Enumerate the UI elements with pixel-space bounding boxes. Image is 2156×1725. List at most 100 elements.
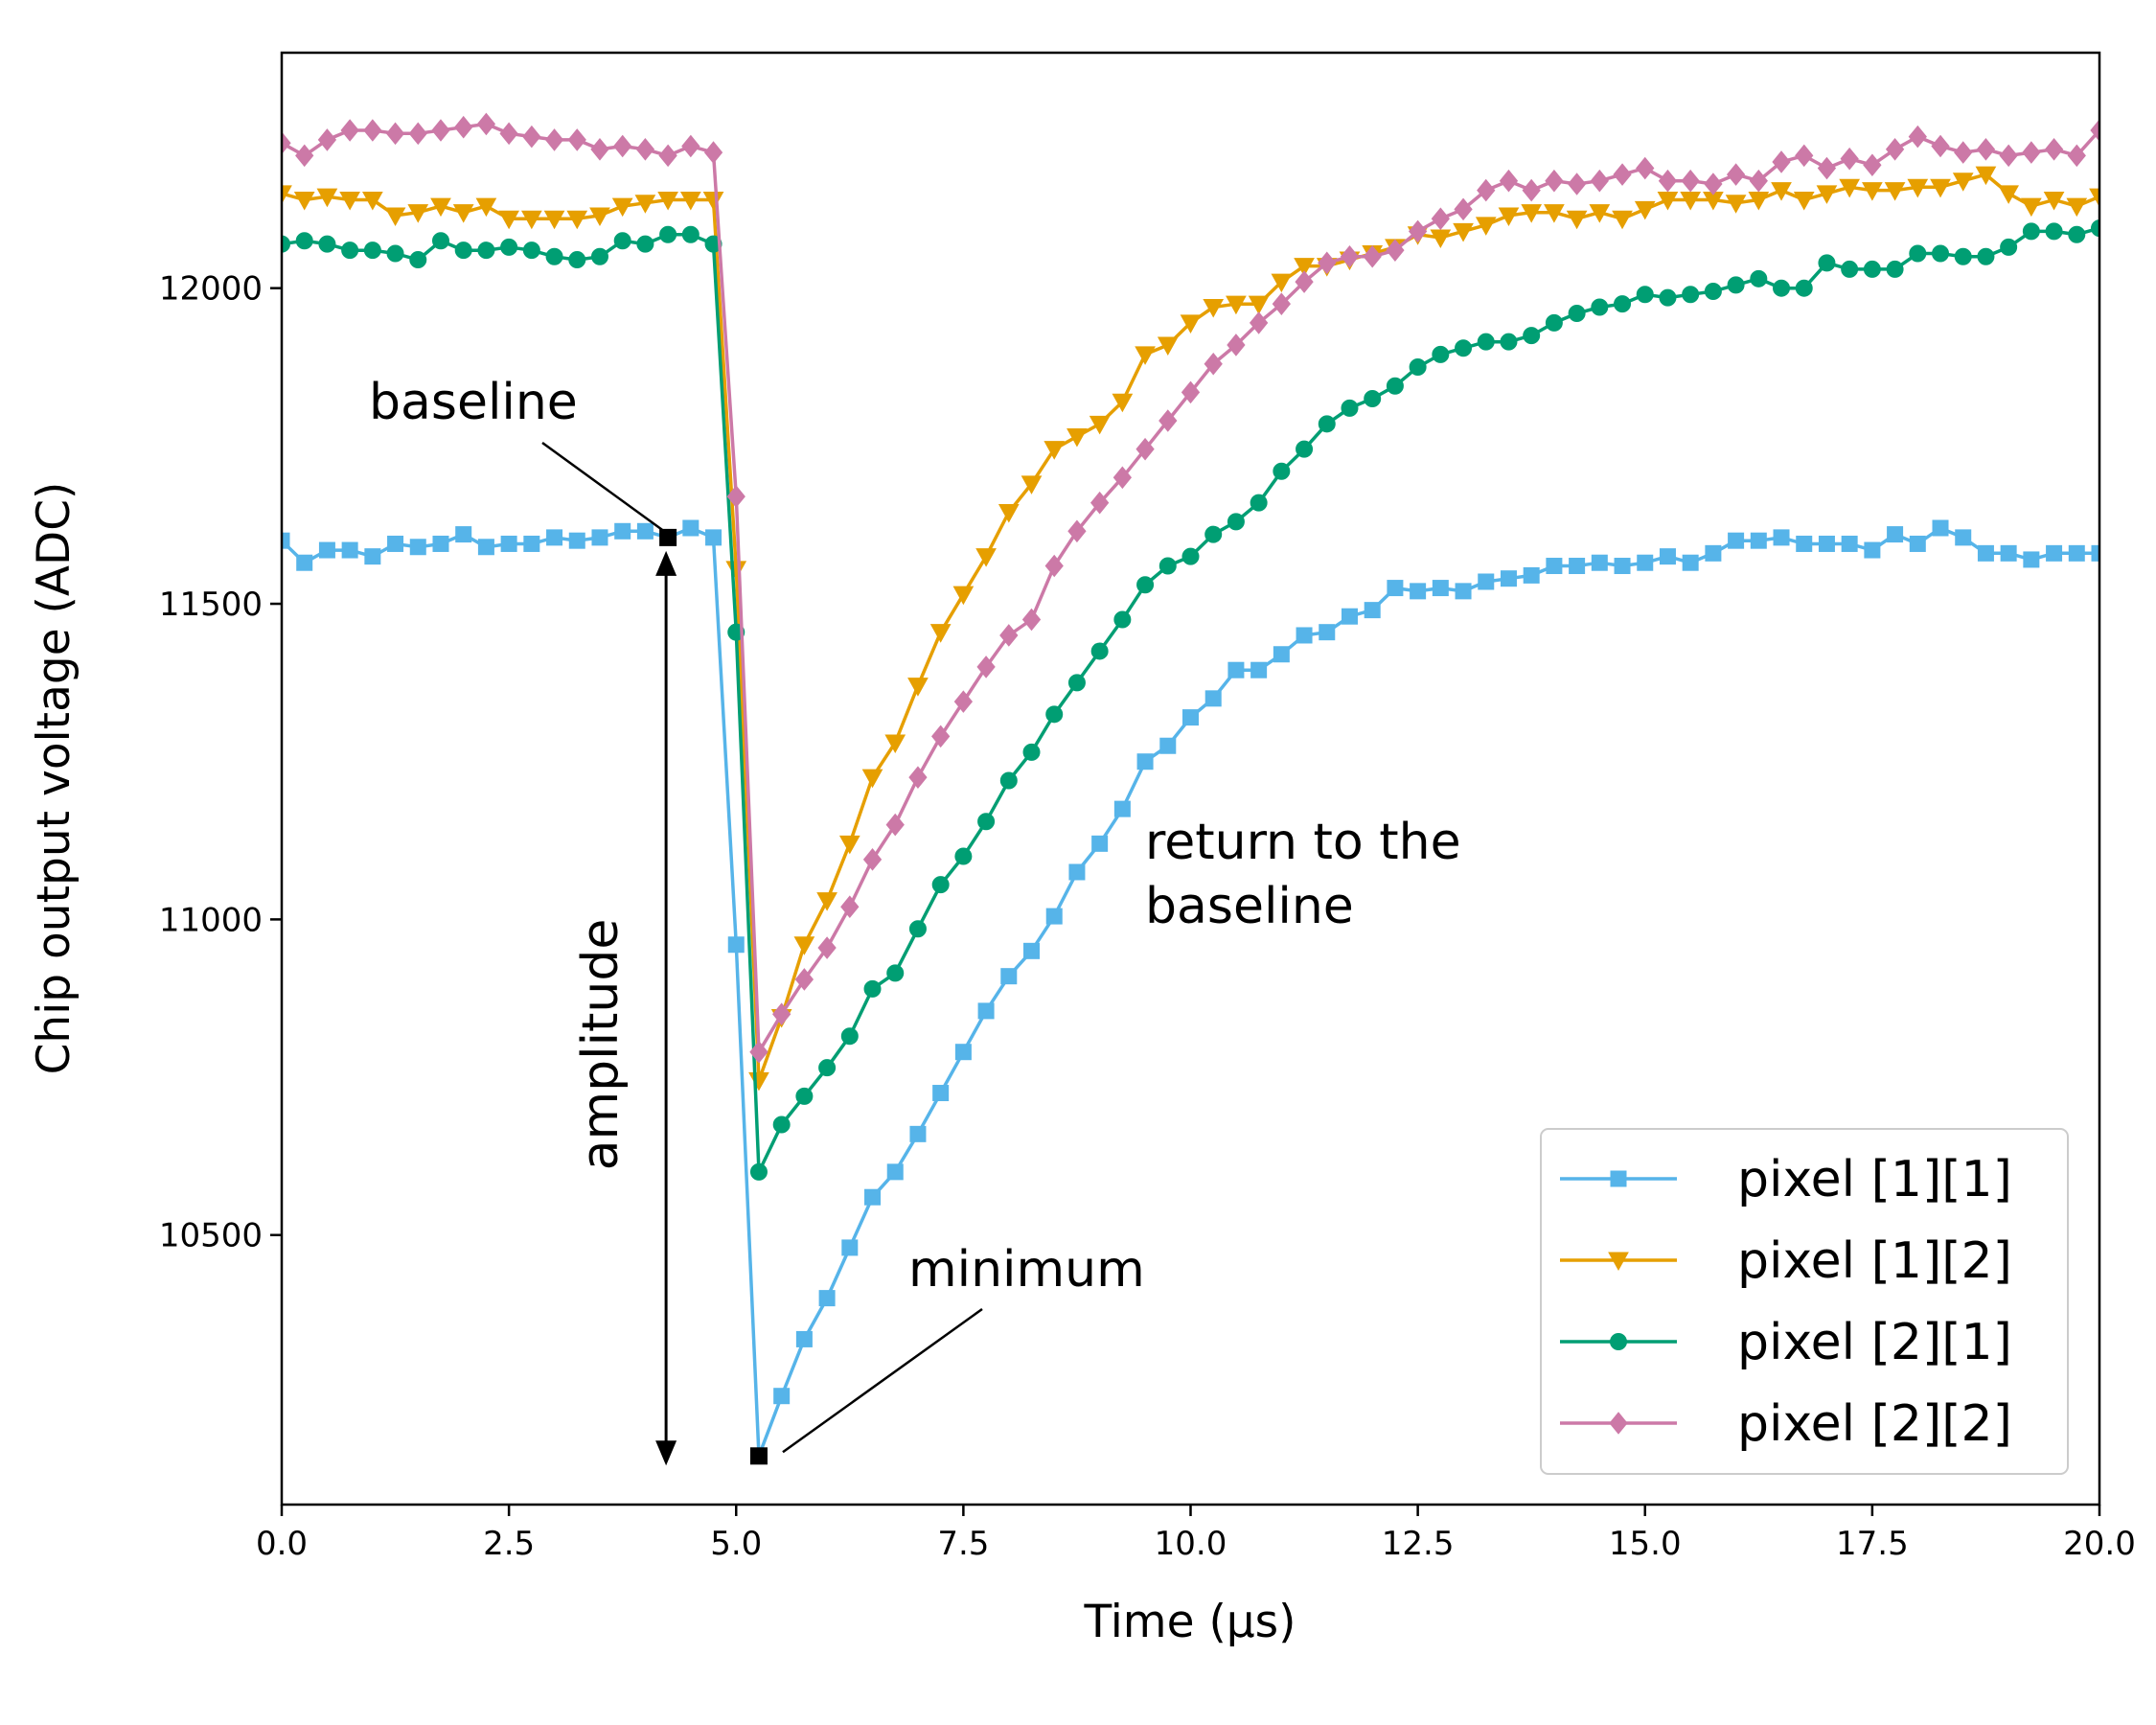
data-point [1227, 334, 1246, 356]
data-point [362, 191, 383, 211]
data-point [1136, 753, 1154, 770]
data-point [1112, 466, 1133, 490]
legend-swatch-marker [1610, 1333, 1627, 1350]
data-point [591, 529, 608, 546]
amplitude-arrowhead-down [655, 1440, 677, 1466]
data-point [1682, 554, 1699, 571]
data-point [1296, 627, 1313, 644]
data-point [885, 813, 905, 837]
data-point [703, 141, 723, 164]
data-point [1999, 144, 2018, 168]
data-point [1091, 835, 1109, 852]
data-point [475, 197, 497, 218]
series-2 [282, 166, 2099, 1092]
data-point [387, 535, 404, 552]
data-point [1567, 172, 1587, 196]
data-point [1318, 415, 1336, 433]
data-point [1976, 137, 1996, 161]
data-point [748, 1071, 769, 1092]
data-point [772, 1002, 791, 1025]
data-point [1795, 144, 1814, 168]
legend: pixel [1][1] pixel [1][2] pixel [2][1] p… [1540, 1128, 2069, 1475]
data-point [296, 554, 313, 571]
data-point [316, 188, 338, 208]
data-point [1886, 260, 1904, 278]
data-point [1771, 182, 1792, 201]
data-point [1455, 339, 1473, 357]
x-tick-label: 7.5 [937, 1525, 989, 1563]
data-point [409, 251, 427, 269]
legend-swatch-marker [1608, 1252, 1629, 1272]
data-point [1159, 737, 1177, 754]
data-point [1409, 358, 1427, 377]
data-point [454, 115, 473, 139]
data-point [1591, 298, 1609, 316]
data-point [1773, 529, 1790, 546]
data-point [884, 734, 906, 753]
data-point [500, 535, 517, 552]
data-point [1157, 336, 1179, 356]
legend-swatch-marker [1610, 1170, 1627, 1187]
data-point [1226, 295, 1247, 315]
annotations-layer [541, 441, 983, 1466]
data-point [1908, 125, 1927, 149]
data-point [522, 242, 540, 260]
data-point [840, 895, 860, 919]
data-point [679, 191, 701, 211]
data-point [772, 1116, 791, 1134]
data-point [773, 1388, 791, 1405]
data-point [1158, 557, 1177, 575]
data-point [1795, 279, 1813, 297]
data-point [725, 561, 747, 580]
data-point [794, 968, 814, 991]
data-point [282, 532, 290, 549]
data-point [2068, 544, 2085, 562]
data-point [363, 119, 382, 142]
data-point [2023, 551, 2040, 568]
data-point [704, 235, 722, 253]
data-point [1021, 608, 1042, 632]
data-point [1863, 260, 1881, 278]
data-point [1068, 863, 1086, 881]
data-point [2066, 197, 2088, 218]
data-point [1772, 150, 1791, 173]
data-point [636, 522, 654, 540]
data-point [1658, 169, 1678, 193]
data-point [567, 128, 586, 151]
data-point [589, 207, 610, 226]
data-point [1455, 583, 1472, 600]
data-point [2000, 238, 2018, 256]
data-point [908, 920, 927, 938]
data-point [1364, 602, 1381, 619]
data-point [1749, 169, 1768, 193]
data-point [452, 204, 474, 223]
data-point [1271, 273, 1293, 293]
data-point [1273, 462, 1291, 480]
data-point [1750, 269, 1768, 288]
data-point [1998, 185, 2019, 204]
data-point [727, 936, 745, 954]
data-point [1840, 147, 1859, 171]
data-point [1204, 525, 1223, 543]
data-point [543, 210, 565, 230]
data-point [818, 1290, 836, 1307]
data-point [1477, 333, 1495, 351]
data-point [498, 210, 519, 230]
data-point [705, 529, 722, 546]
data-point [907, 678, 929, 697]
data-point [1885, 137, 1905, 161]
data-point [841, 1239, 859, 1256]
data-point [590, 137, 609, 161]
series-line [282, 226, 2099, 1174]
data-point [1067, 427, 1088, 448]
data-point [1500, 570, 1517, 587]
data-point [590, 247, 608, 265]
data-point [1204, 690, 1222, 707]
data-point [635, 137, 655, 161]
data-point [566, 210, 588, 230]
data-point [975, 548, 997, 567]
data-point [431, 232, 449, 250]
data-point [749, 1162, 768, 1181]
data-point [2000, 544, 2017, 562]
data-point [1862, 182, 1883, 201]
